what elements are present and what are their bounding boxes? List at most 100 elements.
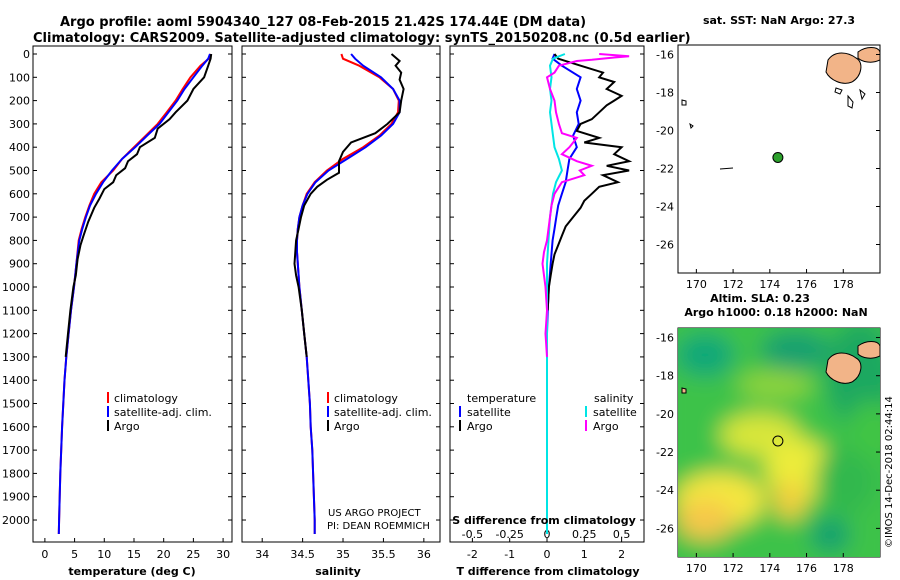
difference-ticks: -2 -1 0 1 2 -0.5 -0.25 0 0.25 0.5 xyxy=(450,53,644,561)
salinity-plot-frame xyxy=(241,45,441,543)
depth-tick-label: 500 xyxy=(9,165,30,178)
sla-islet xyxy=(681,387,687,394)
map-lon-label: 172 xyxy=(723,278,744,291)
depth-tick-label: 600 xyxy=(9,188,30,201)
imos-credit: ©IMOS 14-Dec-2018 02:44:14 xyxy=(884,396,895,548)
t-difference-tick-label: -2 xyxy=(467,548,478,561)
sst-map: sat. SST: NaN Argo: 27.3 170 172 174 176 178… xyxy=(656,14,881,291)
sst-map-land xyxy=(681,47,880,170)
legend-salinity-heading: salinity xyxy=(594,392,634,405)
difference-legend-salinity: salinity satellite Argo xyxy=(585,392,637,433)
salinity-xlabel: salinity xyxy=(315,565,361,578)
fiji-island-vanua-levu xyxy=(857,47,880,63)
series-satellite-adj-clim- xyxy=(296,53,401,534)
temperature-plot-frame xyxy=(32,45,233,543)
sla-map-subtitle: Argo h1000: 0.18 h2000: NaN xyxy=(684,306,867,319)
sla-fiji-viti-levu xyxy=(825,352,862,384)
depth-tick-label: 1700 xyxy=(2,444,30,457)
temperature-tick-label: 20 xyxy=(157,548,171,561)
depth-tick-label: 200 xyxy=(9,95,30,108)
depth-tick-label: 1200 xyxy=(2,328,30,341)
depth-tick-label: 700 xyxy=(9,211,30,224)
s-difference-tick-label: -0.25 xyxy=(495,528,523,541)
sst-map-ticks: 170 172 174 176 178 -16 -18 -20 -22 -24 -26 xyxy=(656,49,880,291)
map-lon-label: 174 xyxy=(759,278,780,291)
map-lat-label: -20 xyxy=(656,408,674,421)
sst-map-title: sat. SST: NaN Argo: 27.3 xyxy=(703,14,855,27)
islet-4 xyxy=(681,99,687,106)
depth-tick-label: 1500 xyxy=(2,398,30,411)
islet-1 xyxy=(834,87,843,95)
legend-temperature-heading: temperature xyxy=(467,392,536,405)
series-argo xyxy=(293,53,405,358)
depth-axis-labels: 0 100 200 300 400 500 600 700 800 900 1000 1100 1200… xyxy=(2,48,30,527)
legend-t-argo-label: Argo xyxy=(467,420,493,433)
legend-clim-label: climatology xyxy=(114,392,178,405)
map-lat-label: -18 xyxy=(656,370,674,383)
islet-2 xyxy=(859,88,866,101)
depth-tick-label: 1400 xyxy=(2,374,30,387)
figure-title: Argo profile: aoml 5904340_127 08-Feb-20… xyxy=(60,15,586,30)
s-difference-tick-label: -0.5 xyxy=(462,528,483,541)
salinity-panel: 34 34.5 35 35.5 36 salinity climatology sate… xyxy=(241,45,441,578)
map-lon-label: 170 xyxy=(686,562,707,575)
depth-tick-label: 900 xyxy=(9,258,30,271)
sla-map-title: Altim. SLA: 0.23 xyxy=(710,292,810,305)
map-lon-label: 176 xyxy=(796,562,817,575)
salinity-tick-label: 35.5 xyxy=(371,548,396,561)
salinity-tick-label: 34 xyxy=(255,548,269,561)
map-lat-label: -24 xyxy=(656,484,674,497)
t-difference-tick-label: -1 xyxy=(504,548,515,561)
sla-map-ticks: 170 172 174 176 178 -16 -18 -20 -22 -24 -26 xyxy=(656,332,880,575)
temperature-tick-label: 30 xyxy=(216,548,230,561)
depth-tick-label: 1300 xyxy=(2,351,30,364)
temperature-panel: 0 5 10 15 20 25 30 temperature (deg C) climato… xyxy=(32,45,233,578)
legend-sat-label: satellite-adj. clim. xyxy=(334,406,432,419)
map-lat-label: -24 xyxy=(656,201,674,214)
legend-argo-label: Argo xyxy=(114,420,140,433)
depth-tick-label: 0 xyxy=(23,48,30,61)
islet-3 xyxy=(847,94,854,109)
series-satellite-adj-clim- xyxy=(57,53,211,535)
depth-tick-label: 1100 xyxy=(2,304,30,317)
salinity-tick-label: 35 xyxy=(336,548,350,561)
difference-series xyxy=(541,53,633,534)
t-difference-tick-label: 1 xyxy=(581,548,588,561)
pi-annotation: PI: DEAN ROEMMICH xyxy=(327,521,430,532)
map-lon-label: 176 xyxy=(796,278,817,291)
argo-float-marker xyxy=(772,151,784,163)
argo-float-marker-sla xyxy=(772,435,784,447)
map-lon-label: 172 xyxy=(723,562,744,575)
depth-tick-label: 1600 xyxy=(2,421,30,434)
temperature-xlabel: temperature (deg C) xyxy=(68,565,195,578)
s-difference-xlabel: S difference from climatology xyxy=(452,514,636,527)
salinity-ticks: 34 34.5 35 35.5 36 xyxy=(242,53,440,561)
salinity-series xyxy=(293,53,405,534)
project-annotation: US ARGO PROJECT xyxy=(328,508,422,519)
map-lat-label: -16 xyxy=(656,332,674,345)
map-lat-label: -16 xyxy=(656,49,674,62)
s-difference-tick-label: 0 xyxy=(544,528,551,541)
map-lat-label: -22 xyxy=(656,163,674,176)
temperature-series xyxy=(57,53,213,535)
depth-tick-label: 1900 xyxy=(2,491,30,504)
legend-argo-label: Argo xyxy=(334,420,360,433)
map-lat-label: -20 xyxy=(656,125,674,138)
temperature-tick-label: 25 xyxy=(186,548,200,561)
salinity-tick-label: 36 xyxy=(417,548,431,561)
islet-5 xyxy=(689,122,694,129)
depth-tick-label: 300 xyxy=(9,118,30,131)
map-lat-label: -18 xyxy=(656,87,674,100)
series-salinity-argo xyxy=(541,53,630,357)
map-lat-label: -22 xyxy=(656,446,674,459)
sla-map: Altim. SLA: 0.23 Argo h1000: 0.18 h2000:… xyxy=(656,292,881,575)
difference-legend-temperature: temperature satellite Argo xyxy=(459,392,536,433)
depth-tick-label: 1800 xyxy=(2,467,30,480)
legend-s-argo-label: Argo xyxy=(593,420,619,433)
fiji-island-viti-levu xyxy=(825,52,862,84)
map-lat-label: -26 xyxy=(656,522,674,535)
t-difference-tick-label: 2 xyxy=(618,548,625,561)
t-difference-tick-label: 0 xyxy=(544,548,551,561)
salinity-legend: climatology satellite-adj. clim. Argo xyxy=(327,392,432,433)
